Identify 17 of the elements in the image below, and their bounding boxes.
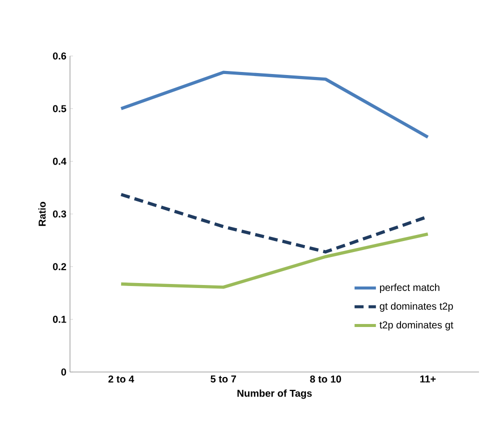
x-tick-label: 11+ <box>420 376 436 382</box>
y-tick-label: 0 <box>61 368 66 376</box>
x-axis-title: Number of Tags <box>237 389 312 399</box>
y-tick-label: 0.3 <box>52 210 66 218</box>
x-tick-label: 5 to 7 <box>210 376 236 382</box>
y-tick-label: 0.4 <box>52 158 66 165</box>
x-tick-label: 2 to 4 <box>108 376 134 383</box>
y-tick-label: 0.6 <box>52 52 66 60</box>
legend-label: perfect match <box>380 284 440 293</box>
legend-label: t2p dominates gt <box>380 321 454 330</box>
y-tick-label: 0.5 <box>52 105 66 112</box>
y-axis-title: Ratio <box>38 202 46 226</box>
y-tick-label: 0.1 <box>52 316 66 323</box>
line-series <box>120 70 430 139</box>
y-tick-label: 0.2 <box>52 263 66 270</box>
x-tick-label: 8 to 10 <box>310 376 342 383</box>
legend-label: gt dominates t2p <box>380 302 453 312</box>
